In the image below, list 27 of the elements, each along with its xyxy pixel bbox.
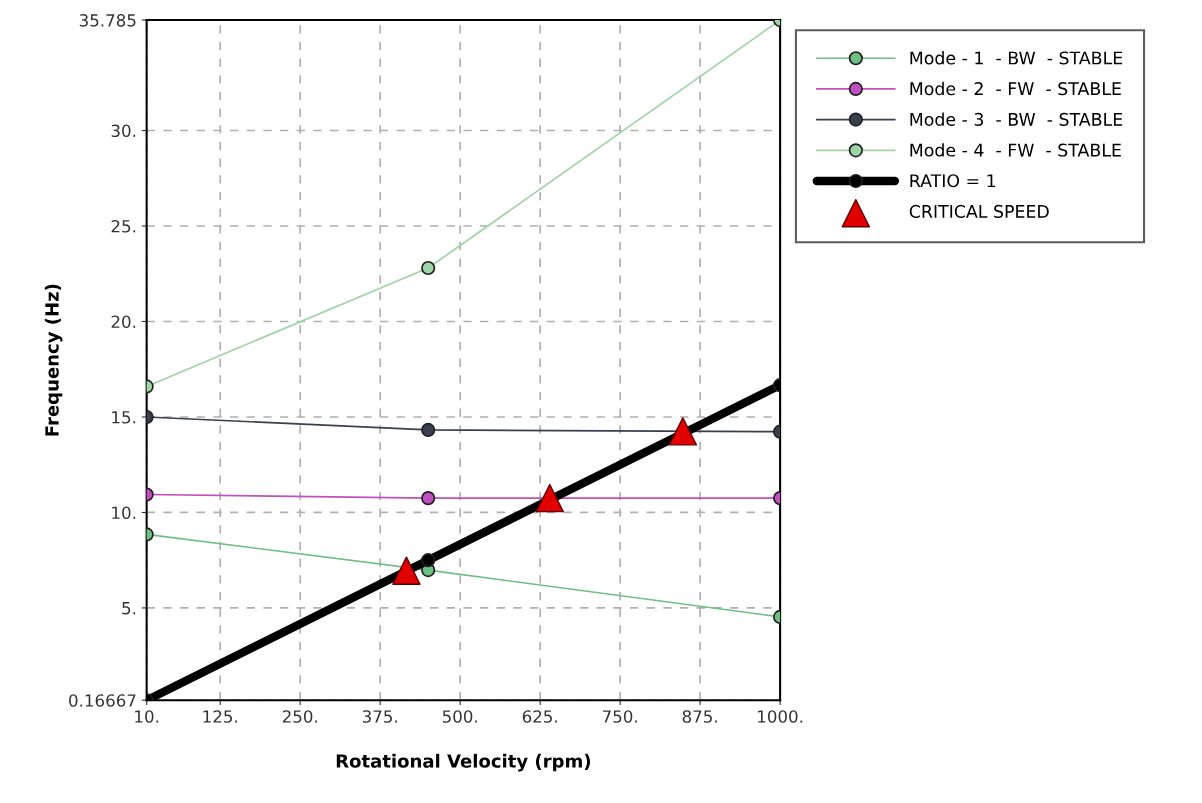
legend-label: CRITICAL SPEED <box>909 204 1049 219</box>
x-tick-label: 625. <box>522 710 557 723</box>
point <box>535 483 564 513</box>
x-tick-label: 250. <box>282 710 317 723</box>
y-tick-label: 15. <box>112 411 136 424</box>
y-tick-label: 0.16667 <box>69 694 136 707</box>
legend-label: Mode - 4 - FW - STABLE <box>910 143 1121 157</box>
point <box>392 556 421 585</box>
y-tick-label: 5. <box>122 602 136 615</box>
legend-label: Mode - 3 - BW - STABLE <box>910 112 1123 126</box>
x-tick-label: 10. <box>135 710 159 723</box>
x-tick-label: 375. <box>362 710 397 723</box>
x-tick-label: 875. <box>682 710 717 723</box>
y-tick-label: 10. <box>112 506 136 520</box>
y-tick-label: 30. <box>111 124 136 138</box>
legend-label: Mode - 1 - BW - STABLE <box>910 51 1123 65</box>
x-tick-label: 500. <box>442 710 477 723</box>
legend-label: RATIO = 1 <box>910 174 996 188</box>
y-tick-label: 25. <box>111 219 136 233</box>
x-tick-label: 750. <box>602 710 637 723</box>
y-tick-label: 20. <box>111 315 136 329</box>
y-axis-title: Frequency (Hz) <box>44 284 63 436</box>
y-tick-label: 35.785 <box>79 14 136 27</box>
legend-label: Mode - 2 - FW - STABLE <box>910 81 1121 96</box>
x-axis-title: Rotational Velocity (rpm) <box>336 753 591 772</box>
x-tick-label: 125. <box>203 710 237 723</box>
x-tick-label: 1000. <box>758 710 803 723</box>
